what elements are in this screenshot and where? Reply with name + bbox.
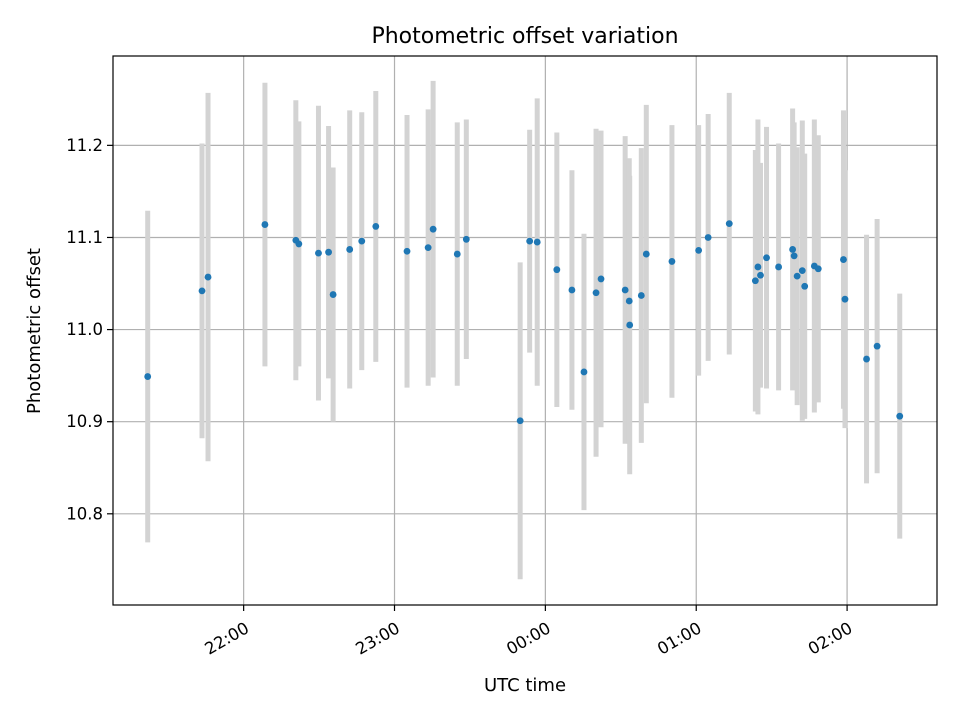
data-point [597, 275, 605, 283]
data-point [642, 250, 650, 258]
data-point [695, 246, 703, 254]
data-point [704, 234, 712, 241]
data-point [516, 417, 524, 425]
data-point [668, 258, 676, 265]
chart-title: Photometric offset variation [371, 24, 678, 49]
plot-frame [112, 55, 938, 606]
data-point [840, 256, 847, 263]
data-point [790, 252, 798, 260]
x-tick-label: 02:00 [805, 618, 856, 658]
data-point [625, 297, 633, 305]
data-point [424, 244, 432, 251]
data-point [204, 273, 212, 281]
data-point [346, 246, 354, 253]
data-point [553, 266, 561, 274]
data-point [775, 263, 782, 271]
data-point [315, 249, 322, 257]
x-axis-label: UTC time [484, 675, 566, 696]
data-point [329, 291, 337, 298]
data-point [725, 220, 733, 228]
data-point [325, 248, 332, 256]
data-point [754, 263, 762, 271]
data-point [621, 286, 629, 294]
y-axis-label: Photometric offset [24, 248, 45, 414]
data-point [533, 238, 541, 246]
y-tick-label: 11.1 [66, 228, 103, 247]
point-layer [144, 220, 904, 425]
y-tick-label: 11.0 [66, 320, 103, 339]
data-point [801, 282, 809, 290]
data-point [793, 272, 801, 280]
data-point [841, 295, 849, 303]
y-tick-label: 11.2 [66, 136, 103, 155]
data-point [462, 235, 470, 243]
data-point [814, 265, 822, 273]
data-point [403, 247, 411, 255]
x-tick-label: 22:00 [201, 618, 252, 658]
data-point [789, 246, 797, 253]
data-point [526, 237, 534, 245]
x-tick-label: 00:00 [503, 618, 554, 658]
data-point [751, 277, 759, 285]
y-tick-label: 10.8 [66, 504, 103, 523]
data-point [261, 221, 269, 228]
tick-layer: 22:00 23:00 00:00 01:00 02:00 10.8 10.9 11.0 11.… [66, 136, 855, 659]
data-point [863, 355, 870, 363]
data-point [592, 289, 600, 297]
data-point [568, 286, 576, 294]
data-point [372, 223, 380, 230]
data-point [626, 321, 634, 329]
x-tick-label: 23:00 [352, 618, 403, 658]
x-tick-label: 01:00 [654, 618, 705, 658]
y-tick-label: 10.9 [66, 412, 103, 431]
data-point [295, 240, 303, 248]
data-point [798, 267, 806, 275]
data-point [198, 287, 206, 295]
data-point [763, 254, 770, 262]
data-point [873, 342, 881, 350]
data-point [896, 412, 904, 420]
data-point [580, 368, 588, 376]
data-point [358, 237, 366, 245]
data-point [453, 250, 461, 258]
data-point [637, 292, 645, 299]
data-point [144, 373, 152, 380]
data-point [429, 225, 437, 233]
data-point [757, 271, 764, 279]
